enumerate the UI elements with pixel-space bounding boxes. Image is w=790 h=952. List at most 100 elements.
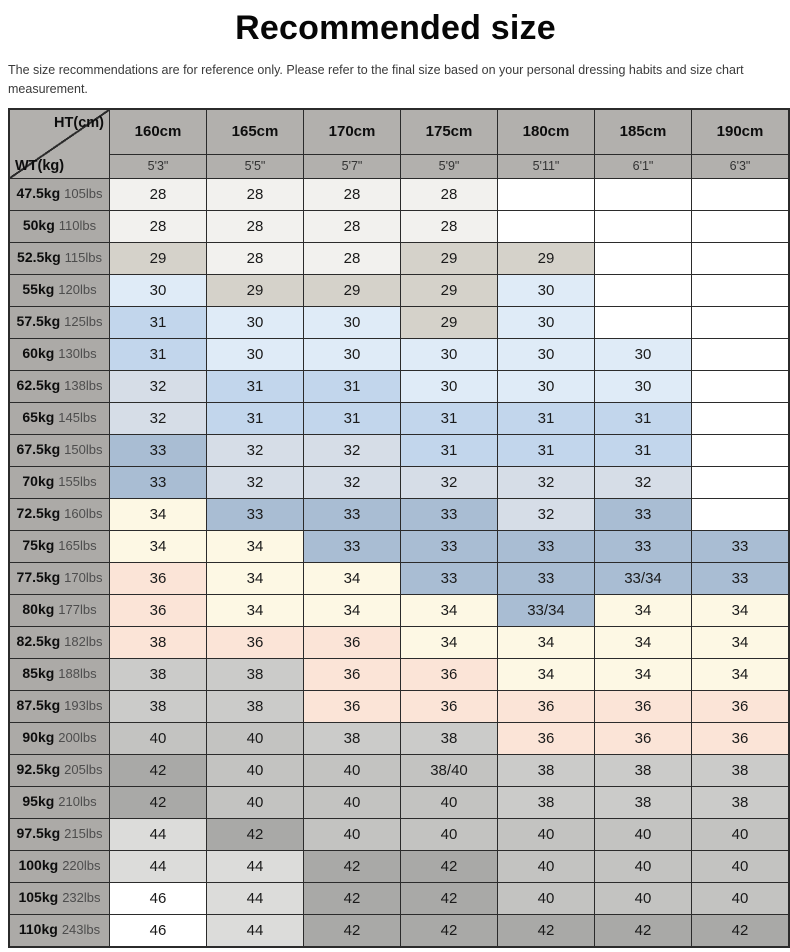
size-cell: 42 [400,913,498,947]
row-weight-kg: 90kg [22,729,55,745]
size-cell: 32 [497,465,595,499]
table-row: 95kg 210lbs 42 40 40 40 38 38 38 [8,785,790,819]
size-cell: 34 [691,593,790,627]
size-cell: 30 [109,273,207,307]
column-subheader-6'1": 6'1" [594,153,692,179]
size-cell: 40 [691,881,790,915]
row-weight-lbs: 215lbs [64,826,103,841]
column-subheader-5'5": 5'5" [206,153,304,179]
size-cell: 32 [303,433,401,467]
size-cell: 28 [109,177,207,211]
row-weight-lbs: 232lbs [62,890,101,905]
size-cell: 38 [400,721,498,755]
table-row: 50kg 110lbs 28 28 28 28 [8,209,790,243]
size-cell: 31 [109,305,207,339]
table-row: 55kg 120lbs 30 29 29 29 30 [8,273,790,307]
size-cell: 31 [497,433,595,467]
column-subheader-5'7": 5'7" [303,153,401,179]
size-cell: 32 [206,433,304,467]
size-cell: 33 [400,497,498,531]
size-cell: 31 [303,401,401,435]
table-row: 47.5kg 105lbs 28 28 28 28 [8,177,790,211]
size-cell: 44 [109,817,207,851]
table-header: HT(cm) WT(kg) 160cm 165cm 170cm 175cm 180cm 185… [8,108,790,179]
row-header: 77.5kg 170lbs [8,561,110,595]
table-row: 105kg 232lbs 46 44 42 42 40 40 40 [8,881,790,915]
size-cell: 33 [206,497,304,531]
size-cell: 34 [594,657,692,691]
size-cell: 40 [303,753,401,787]
row-weight-kg: 97.5kg [16,825,61,841]
size-cell: 28 [206,241,304,275]
column-header-170cm: 170cm [303,108,401,155]
row-weight-kg: 80kg [22,601,55,617]
size-cell: 40 [497,849,595,883]
size-cell: 38 [303,721,401,755]
size-cell: 40 [206,785,304,819]
size-cell: 36 [109,593,207,627]
table-row: 65kg 145lbs 32 31 31 31 31 31 [8,401,790,435]
size-cell: 30 [400,369,498,403]
row-weight-kg: 65kg [22,409,55,425]
size-cell: 29 [400,241,498,275]
size-cell: 32 [206,465,304,499]
size-cell: 44 [206,913,304,947]
size-cell: 46 [109,881,207,915]
row-weight-kg: 77.5kg [16,569,61,585]
size-cell: 38 [594,785,692,819]
size-cell [691,209,790,243]
size-cell: 38 [497,753,595,787]
size-cell: 29 [497,241,595,275]
row-weight-kg: 100kg [18,857,59,873]
table-row: 110kg 243lbs 46 44 42 42 42 42 42 [8,913,790,947]
size-cell: 38 [594,753,692,787]
row-weight-lbs: 165lbs [58,538,97,553]
row-header: 67.5kg 150lbs [8,433,110,467]
size-cell: 38 [206,657,304,691]
size-cell [691,241,790,275]
row-weight-lbs: 188lbs [58,666,97,681]
size-cell: 30 [303,337,401,371]
size-cell [691,337,790,371]
size-cell: 28 [400,177,498,211]
row-header: 50kg 110lbs [8,209,110,243]
row-weight-lbs: 220lbs [62,858,101,873]
size-cell: 34 [109,497,207,531]
size-cell: 38 [691,753,790,787]
size-cell: 42 [303,881,401,915]
row-weight-lbs: 182lbs [64,634,103,649]
size-cell: 28 [303,177,401,211]
row-weight-kg: 52.5kg [17,249,61,265]
row-weight-lbs: 120lbs [58,282,97,297]
row-weight-kg: 105kg [18,889,59,905]
size-cell: 31 [594,401,692,435]
row-weight-lbs: 160lbs [64,506,103,521]
row-weight-lbs: 170lbs [64,570,103,585]
size-cell: 32 [497,497,595,531]
row-header: 57.5kg 125lbs [8,305,110,339]
size-cell [594,305,692,339]
row-header: 65kg 145lbs [8,401,110,435]
row-header: 110kg 243lbs [8,913,110,947]
column-header-175cm: 175cm [400,108,498,155]
size-cell: 31 [594,433,692,467]
size-cell: 30 [303,305,401,339]
size-cell: 30 [206,305,304,339]
size-cell: 38 [497,785,595,819]
size-cell: 42 [497,913,595,947]
size-cell: 34 [594,593,692,627]
size-cell: 38 [206,689,304,723]
table-row: 60kg 130lbs 31 30 30 30 30 30 [8,337,790,371]
size-cell: 28 [206,209,304,243]
size-cell: 36 [594,721,692,755]
size-cell: 34 [691,657,790,691]
size-cell: 32 [303,465,401,499]
row-weight-lbs: 145lbs [58,410,97,425]
size-cell [594,241,692,275]
row-header: 52.5kg 115lbs [8,241,110,275]
size-cell: 34 [497,625,595,659]
row-weight-kg: 85kg [22,665,55,681]
size-cell: 30 [594,369,692,403]
size-cell: 34 [206,529,304,563]
